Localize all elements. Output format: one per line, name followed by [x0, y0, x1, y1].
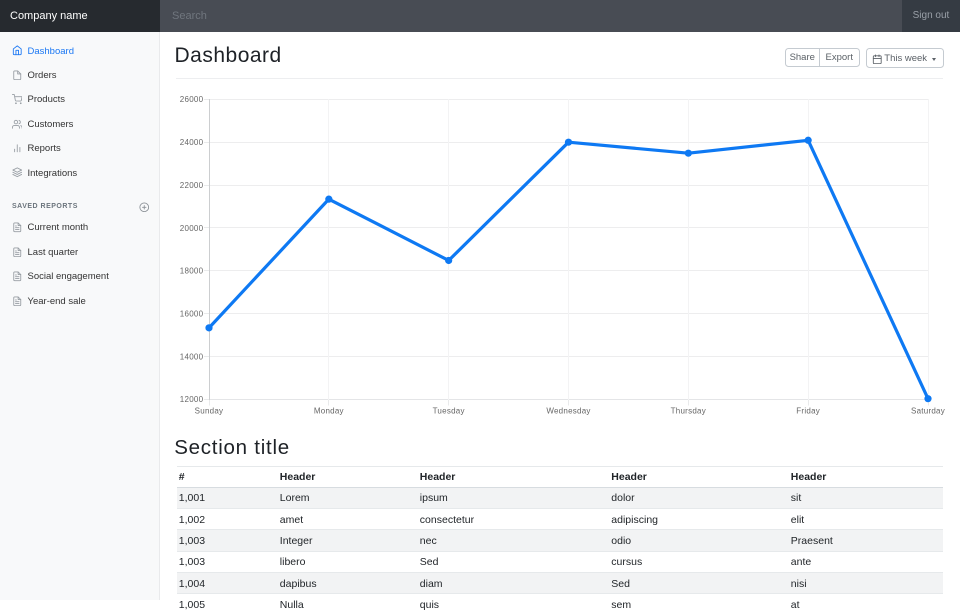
svg-text:18000: 18000 — [180, 267, 204, 276]
svg-text:Saturday: Saturday — [911, 407, 945, 416]
svg-text:14000: 14000 — [180, 352, 204, 361]
svg-text:16000: 16000 — [180, 309, 204, 318]
svg-text:12000: 12000 — [180, 395, 204, 404]
svg-text:Sunday: Sunday — [195, 407, 224, 416]
svg-text:Monday: Monday — [314, 407, 344, 416]
svg-text:Thursday: Thursday — [671, 407, 706, 416]
svg-text:20000: 20000 — [180, 224, 204, 233]
svg-text:26000: 26000 — [180, 95, 204, 104]
svg-text:22000: 22000 — [180, 181, 204, 190]
svg-text:Tuesday: Tuesday — [433, 407, 465, 416]
svg-text:Wednesday: Wednesday — [546, 407, 590, 416]
svg-text:24000: 24000 — [180, 138, 204, 147]
svg-text:Friday: Friday — [796, 407, 820, 416]
